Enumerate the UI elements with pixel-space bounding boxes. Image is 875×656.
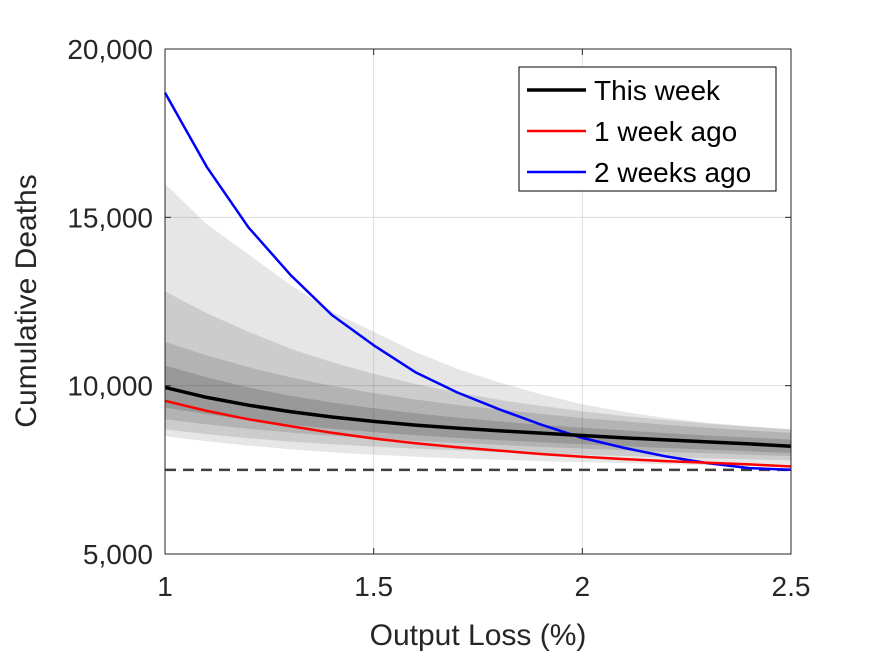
legend: This week 1 week ago 2 weeks ago — [518, 66, 777, 192]
confidence-band-4 — [165, 365, 791, 453]
x-tick-label: 2 — [575, 571, 591, 602]
y-axis-label: Cumulative Deaths — [10, 174, 43, 427]
x-tick-label: 1 — [157, 571, 173, 602]
y-tick-label: 15,000 — [67, 202, 153, 233]
legend-label-1: This week — [594, 75, 721, 106]
legend-label-3: 2 weeks ago — [594, 157, 751, 188]
y-tick-label: 10,000 — [67, 371, 153, 402]
y-tick-label: 20,000 — [67, 34, 153, 65]
plot-frame — [164, 48, 792, 555]
legend-box — [518, 66, 777, 192]
x-tick-label: 2.5 — [772, 571, 811, 602]
series-line-2 — [164, 399, 792, 468]
tick-labels: 1 1.5 2 2.5 5,000 10,000 15,000 20,000 — [67, 34, 810, 602]
legend-label-2: 1 week ago — [594, 116, 737, 147]
series-line-3 — [163, 92, 792, 472]
series-line-1 — [164, 385, 792, 449]
confidence-bands — [165, 183, 791, 468]
y-tick-label: 5,000 — [83, 539, 153, 570]
series-lines — [163, 92, 792, 472]
axis-ticks — [164, 48, 792, 555]
x-tick-label: 1.5 — [354, 571, 393, 602]
x-axis-label: Output Loss (%) — [370, 619, 587, 652]
